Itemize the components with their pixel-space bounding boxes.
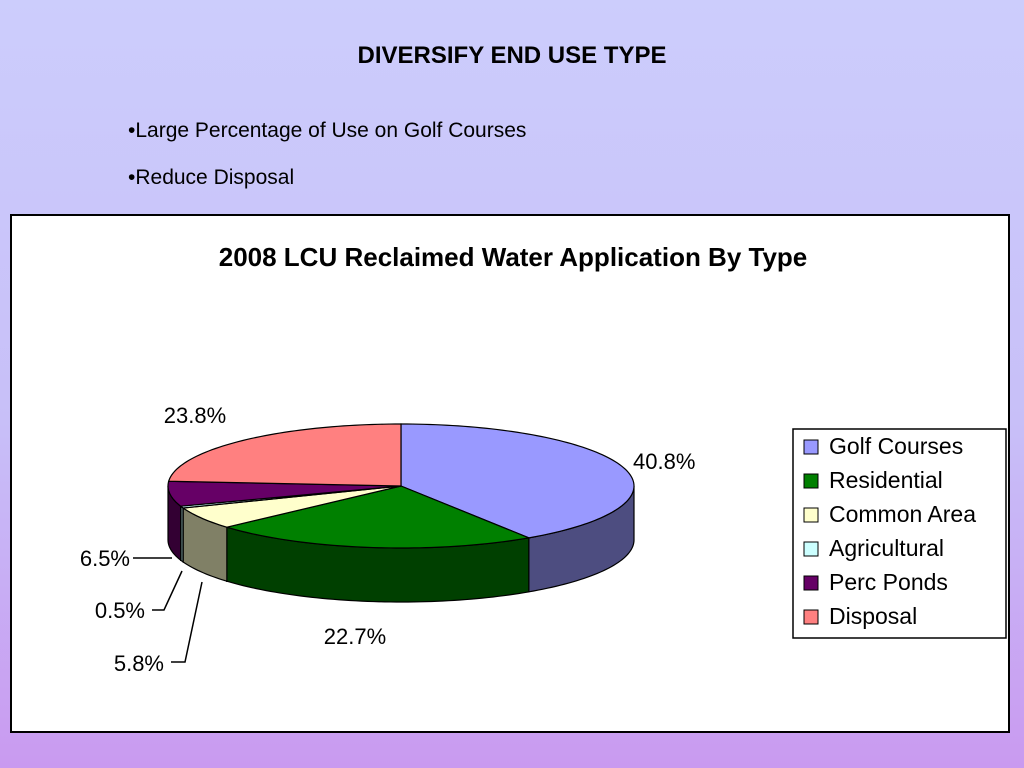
legend-swatch-disposal	[803, 609, 819, 625]
pie-leader-lines	[133, 557, 203, 663]
legend-label-residential: Residential	[829, 467, 943, 493]
legend-label-disposal: Disposal	[829, 603, 917, 629]
pie-data-labels: 40.8% 22.7% 5.8% 0.5% 6.5% 23.8%	[80, 403, 696, 676]
pie-slice-residential	[224, 485, 531, 549]
leader-line-agricultural	[152, 570, 183, 611]
legend-label-perc-ponds: Perc Ponds	[829, 569, 948, 595]
data-label-golf-courses: 40.8%	[633, 449, 695, 474]
leader-line-common-area	[171, 581, 203, 663]
data-label-disposal: 23.8%	[164, 403, 226, 428]
legend-label-golf-courses: Golf Courses	[829, 433, 963, 459]
chart-title: 2008 LCU Reclaimed Water Application By …	[219, 242, 808, 272]
legend-swatch-residential	[803, 473, 819, 489]
bullet-golf-courses: •Large Percentage of Use on Golf Courses	[128, 119, 527, 142]
pie-chart: 2008 LCU Reclaimed Water Application By …	[80, 242, 1007, 676]
legend-label-common-area: Common Area	[829, 501, 976, 527]
legend-swatch-golf-courses	[803, 439, 819, 455]
legend-swatch-perc-ponds	[803, 575, 819, 591]
bullet-reduce-disposal: •Reduce Disposal	[128, 166, 295, 189]
data-label-residential: 22.7%	[324, 624, 386, 649]
pie-slice-disposal	[167, 423, 402, 487]
pie-slice-perc-ponds	[167, 480, 402, 507]
legend-box	[792, 428, 1007, 639]
pie-slice-common-area	[181, 485, 402, 528]
legend-swatch-agricultural	[803, 541, 819, 557]
chart-legend: Golf Courses Residential Common Area Agricu…	[792, 428, 1007, 639]
data-label-common-area: 5.8%	[114, 651, 164, 676]
data-label-perc-ponds: 6.5%	[80, 546, 130, 571]
chart-frame: 2008 LCU Reclaimed Water Application By …	[10, 214, 1010, 733]
pie-tops	[167, 423, 635, 549]
legend-label-agricultural: Agricultural	[829, 535, 944, 561]
slide-title: DIVERSIFY END USE TYPE	[357, 42, 667, 69]
data-label-agricultural: 0.5%	[95, 598, 145, 623]
legend-swatch-common-area	[803, 507, 819, 523]
